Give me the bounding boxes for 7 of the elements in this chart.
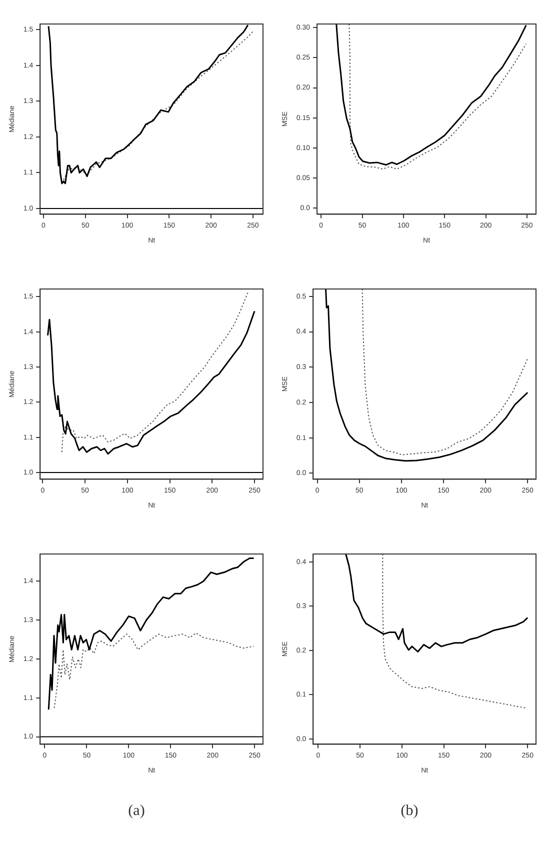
line-series <box>362 289 528 456</box>
line-series <box>382 554 526 708</box>
line-series <box>54 632 254 709</box>
line-series <box>63 31 254 180</box>
text: (a) <box>127 803 146 820</box>
text: (b) <box>400 803 420 820</box>
line-series <box>61 290 250 453</box>
